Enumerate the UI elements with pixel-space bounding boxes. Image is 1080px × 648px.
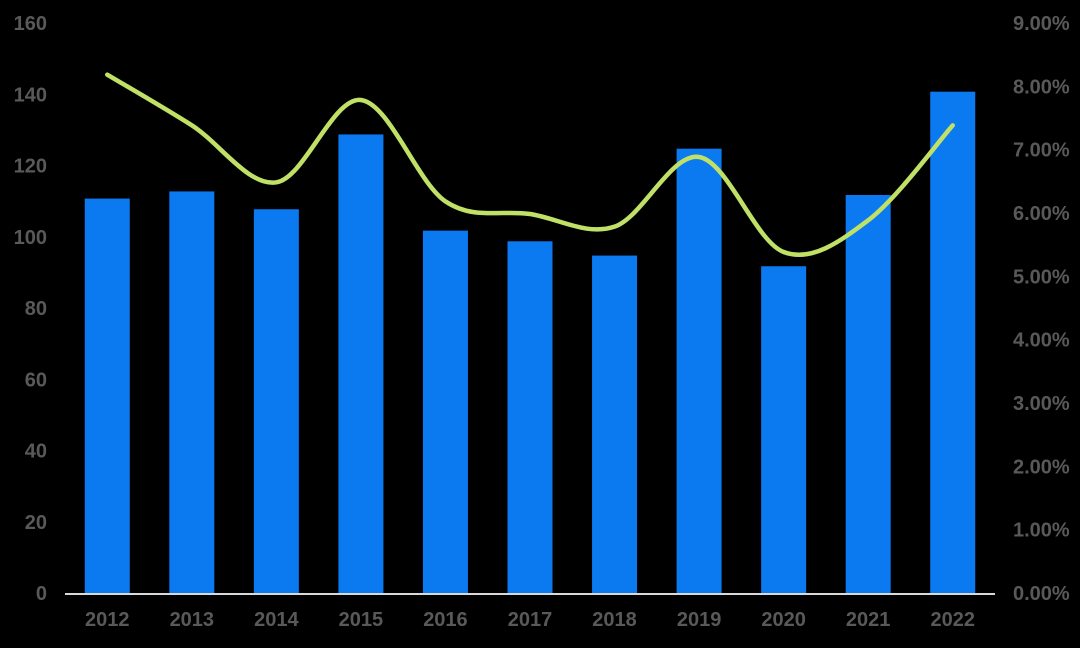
right-axis-tick-label: 2.00% — [1013, 456, 1070, 478]
right-axis-tick-label: 3.00% — [1013, 393, 1070, 415]
left-axis-tick-label: 80 — [25, 298, 47, 320]
right-axis-tick-label: 4.00% — [1013, 330, 1070, 352]
left-axis-tick-label: 160 — [14, 13, 47, 35]
bar-2021 — [845, 195, 891, 594]
bar-2022 — [930, 91, 976, 594]
bar-2020 — [761, 266, 807, 594]
x-axis-tick-label: 2017 — [508, 609, 553, 631]
bar-2014 — [253, 209, 299, 594]
bar-2017 — [507, 241, 553, 594]
left-axis-tick-label: 0 — [36, 583, 47, 605]
right-axis-tick-label: 8.00% — [1013, 76, 1070, 98]
bar-2012 — [84, 198, 130, 594]
x-axis-tick-label: 2014 — [254, 609, 299, 631]
right-axis-tick-label: 1.00% — [1013, 520, 1070, 542]
bar-2019 — [676, 148, 722, 594]
rate-line-series — [105, 72, 955, 258]
right-axis-tick-label: 9.00% — [1013, 13, 1070, 35]
x-axis-tick-label: 2022 — [930, 609, 975, 631]
x-axis-tick-label: 2016 — [423, 609, 468, 631]
x-axis-tick-label: 2020 — [761, 609, 806, 631]
left-axis-tick-label: 120 — [14, 156, 47, 178]
x-axis-tick-label: 2018 — [592, 609, 637, 631]
right-axis-tick-label: 7.00% — [1013, 140, 1070, 162]
left-axis-tick-label: 20 — [25, 512, 47, 534]
x-axis-tick-label: 2012 — [85, 609, 130, 631]
left-axis-tick-label: 140 — [14, 84, 47, 106]
left-axis-tick-label: 60 — [25, 369, 47, 391]
left-axis-tick-label: 100 — [14, 227, 47, 249]
right-axis-tick-label: 6.00% — [1013, 203, 1070, 225]
x-axis-tick-label: 2013 — [170, 609, 215, 631]
bar-2015 — [338, 134, 384, 594]
right-axis-tick-label: 0.00% — [1013, 583, 1070, 605]
bar-2018 — [592, 255, 638, 594]
x-axis-tick-label: 2019 — [677, 609, 722, 631]
bar-2013 — [169, 191, 215, 594]
x-axis-tick-label: 2021 — [846, 609, 891, 631]
right-axis-tick-label: 5.00% — [1013, 266, 1070, 288]
left-axis-tick-label: 40 — [25, 441, 47, 463]
x-axis-tick-label: 2015 — [339, 609, 384, 631]
bar-2016 — [422, 230, 468, 595]
